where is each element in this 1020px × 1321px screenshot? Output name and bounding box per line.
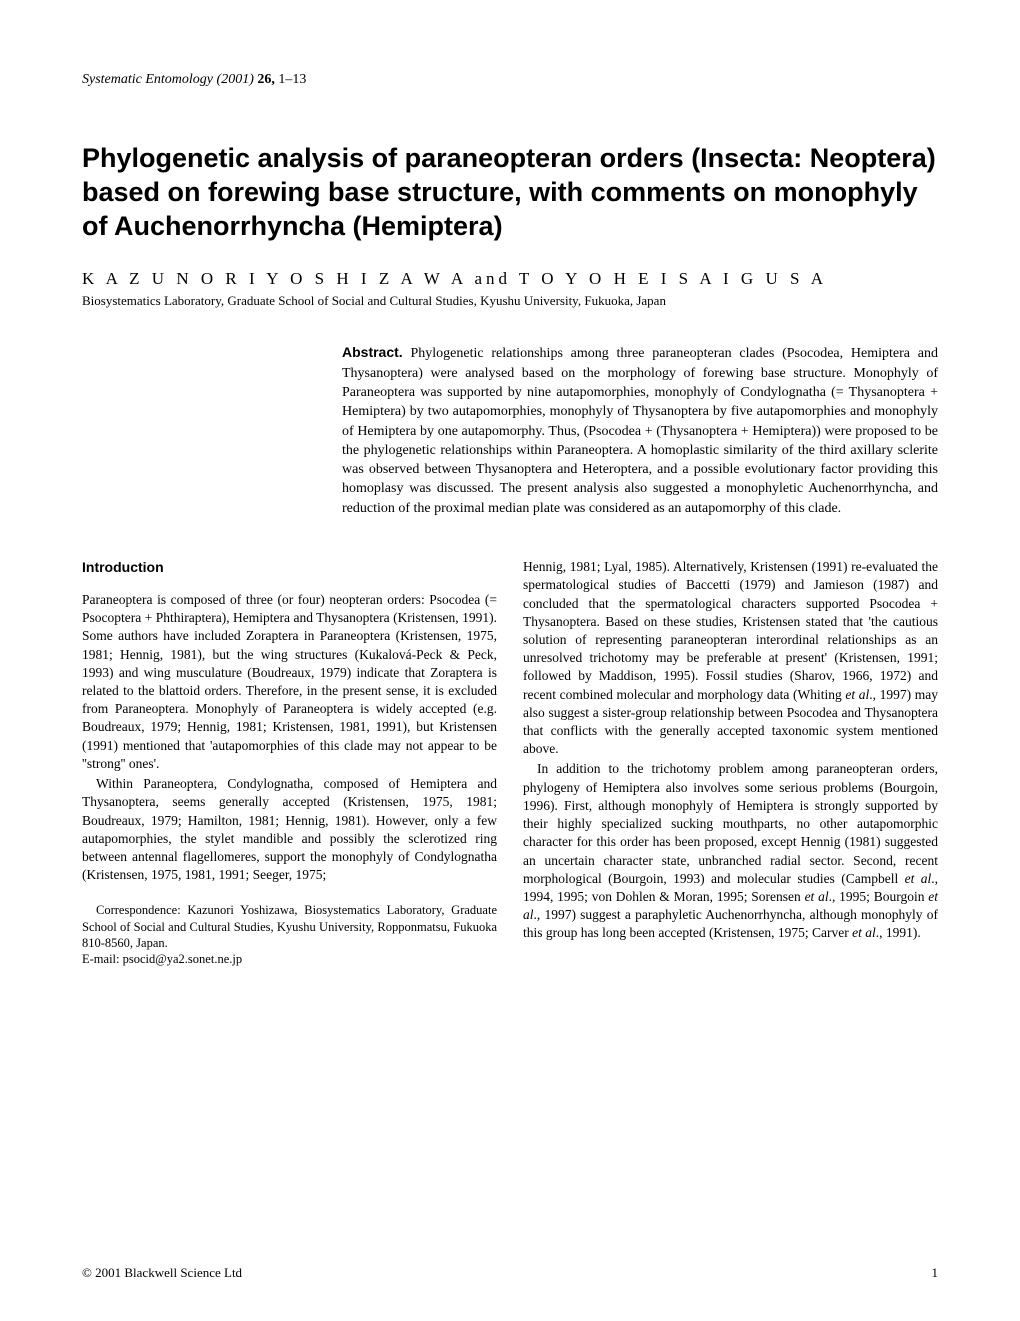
abstract-label: Abstract. bbox=[342, 344, 403, 360]
right-p2-e: ., 1995; Bourgoin bbox=[829, 889, 929, 904]
right-para-2: In addition to the trichotomy problem am… bbox=[523, 760, 938, 942]
copyright: © 2001 Blackwell Science Ltd bbox=[82, 1265, 242, 1281]
right-p1-pre: Hennig, 1981; Lyal, 1985). Alternatively… bbox=[523, 559, 938, 702]
journal-name: Systematic Entomology bbox=[82, 72, 213, 87]
journal-pages: 1–13 bbox=[278, 72, 306, 87]
correspondence-block: Correspondence: Kazunori Yoshizawa, Bios… bbox=[82, 902, 497, 967]
correspondence-text: Correspondence: Kazunori Yoshizawa, Bios… bbox=[82, 902, 497, 951]
abstract-text: Phylogenetic relationships among three p… bbox=[342, 346, 938, 516]
introduction-heading: Introduction bbox=[82, 558, 497, 577]
intro-para-2: Within Paraneoptera, Condylognatha, comp… bbox=[82, 775, 497, 884]
right-p2-h: et al bbox=[852, 925, 876, 940]
page-number: 1 bbox=[932, 1265, 939, 1281]
intro-para-1: Paraneoptera is composed of three (or fo… bbox=[82, 591, 497, 773]
right-column: Hennig, 1981; Lyal, 1985). Alternatively… bbox=[523, 558, 938, 967]
journal-year: (2001) bbox=[217, 72, 254, 87]
correspondence-email: E-mail: psocid@ya2.sonet.ne.jp bbox=[82, 951, 497, 967]
affiliation: Biosystematics Laboratory, Graduate Scho… bbox=[82, 293, 938, 309]
right-p2-a: In addition to the trichotomy problem am… bbox=[523, 761, 938, 885]
authors: K A Z U N O R I Y O S H I Z A W A and T … bbox=[82, 269, 938, 289]
right-p2-i: ., 1991). bbox=[876, 925, 921, 940]
page-footer: © 2001 Blackwell Science Ltd 1 bbox=[82, 1265, 938, 1281]
right-p1-em: et al bbox=[845, 687, 869, 702]
body-columns: Introduction Paraneoptera is composed of… bbox=[82, 558, 938, 967]
article-title: Phylogenetic analysis of paraneopteran o… bbox=[82, 142, 938, 243]
right-p2-b: et al bbox=[905, 871, 932, 886]
journal-header: Systematic Entomology (2001) 26, 1–13 bbox=[82, 72, 938, 88]
abstract-block: Abstract. Phylogenetic relationships amo… bbox=[342, 343, 938, 518]
journal-volume: 26, bbox=[257, 72, 275, 87]
right-para-1: Hennig, 1981; Lyal, 1985). Alternatively… bbox=[523, 558, 938, 758]
right-p2-d: et al bbox=[805, 889, 829, 904]
left-column: Introduction Paraneoptera is composed of… bbox=[82, 558, 497, 967]
